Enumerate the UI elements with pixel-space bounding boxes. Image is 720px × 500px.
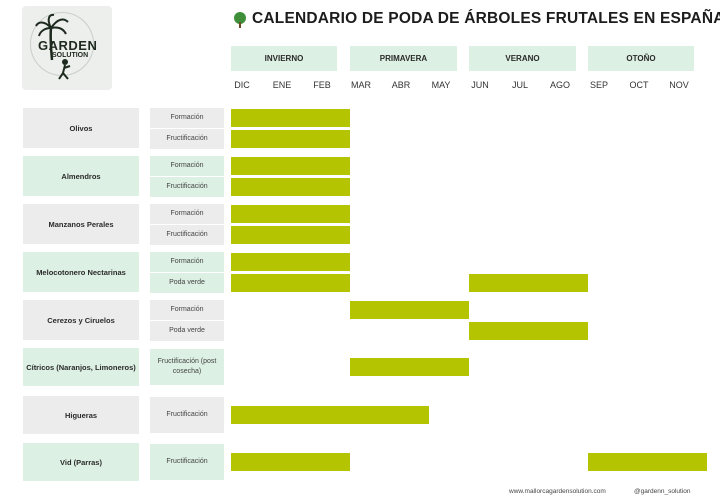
pruning-period-bar <box>231 109 350 127</box>
palm-tree-icon <box>35 13 69 61</box>
pruning-period-bar <box>231 130 350 148</box>
logo-word: GARDEN <box>38 38 98 53</box>
pruning-period-bar <box>231 157 350 175</box>
pruning-period-bar <box>231 274 350 292</box>
pruning-type-label: Formación <box>150 156 224 176</box>
tree-label: Higueras <box>23 396 139 434</box>
pruning-period-bar <box>231 453 350 471</box>
logo-sub: SOLUTION <box>52 52 89 59</box>
pruning-type-label: Fructificación <box>150 225 224 245</box>
pruning-period-bar <box>588 453 707 471</box>
pruning-type-label: Poda verde <box>150 273 224 293</box>
pruning-period-bar <box>231 406 429 424</box>
season-otono: OTOÑO <box>588 46 694 71</box>
tree-label: Vid (Parras) <box>23 443 139 481</box>
pruning-type-label: Fructificación <box>150 177 224 197</box>
tree-label: Cerezos y Ciruelos <box>23 300 139 340</box>
pruning-type-label: Fructificación (post cosecha) <box>150 349 224 385</box>
page-title: CALENDARIO DE PODA DE ÁRBOLES FRUTALES E… <box>252 10 720 27</box>
tree-label: Cítricos (Naranjos, Limoneros) <box>23 348 139 386</box>
pruning-type-label: Formación <box>150 204 224 224</box>
tree-label: Olivos <box>23 108 139 148</box>
pruning-type-label: Fructificación <box>150 397 224 433</box>
season-verano: VERANO <box>469 46 576 71</box>
pruning-period-bar <box>350 301 469 319</box>
month-label: ENE <box>272 80 292 90</box>
season-primavera: PRIMAVERA <box>350 46 457 71</box>
gardener-icon <box>58 59 71 80</box>
month-label: DIC <box>234 80 250 90</box>
pruning-type-label: Poda verde <box>150 321 224 341</box>
pruning-period-bar <box>231 205 350 223</box>
month-label: OCT <box>629 80 649 90</box>
month-label: MAY <box>431 80 451 90</box>
pruning-type-label: Formación <box>150 252 224 272</box>
pruning-type-label: Fructificación <box>150 129 224 149</box>
month-label: MAR <box>351 80 371 90</box>
pruning-period-bar <box>231 253 350 271</box>
month-label: AGO <box>549 80 570 90</box>
footer-website[interactable]: www.mallorcagardensolution.com <box>509 488 606 495</box>
tree-icon <box>234 12 246 28</box>
month-label: JUL <box>511 80 528 90</box>
pruning-period-bar <box>231 226 350 244</box>
season-invierno: INVIERNO <box>231 46 337 71</box>
pruning-type-label: Formación <box>150 108 224 128</box>
month-label: NOV <box>669 80 689 90</box>
tree-label: Manzanos Perales <box>23 204 139 244</box>
pruning-period-bar <box>350 358 469 376</box>
tree-label: Melocotonero Nectarinas <box>23 252 139 292</box>
pruning-type-label: Fructificación <box>150 444 224 480</box>
pruning-period-bar <box>469 274 588 292</box>
month-label: SEP <box>589 80 608 90</box>
pruning-period-bar <box>231 178 350 196</box>
month-label: ABR <box>391 80 411 90</box>
month-label: FEB <box>313 80 331 90</box>
pruning-period-bar <box>469 322 588 340</box>
tree-label: Almendros <box>23 156 139 196</box>
pruning-type-label: Formación <box>150 300 224 320</box>
month-label: JUN <box>471 80 489 90</box>
footer-handle[interactable]: @gardenn_solution <box>634 488 691 495</box>
